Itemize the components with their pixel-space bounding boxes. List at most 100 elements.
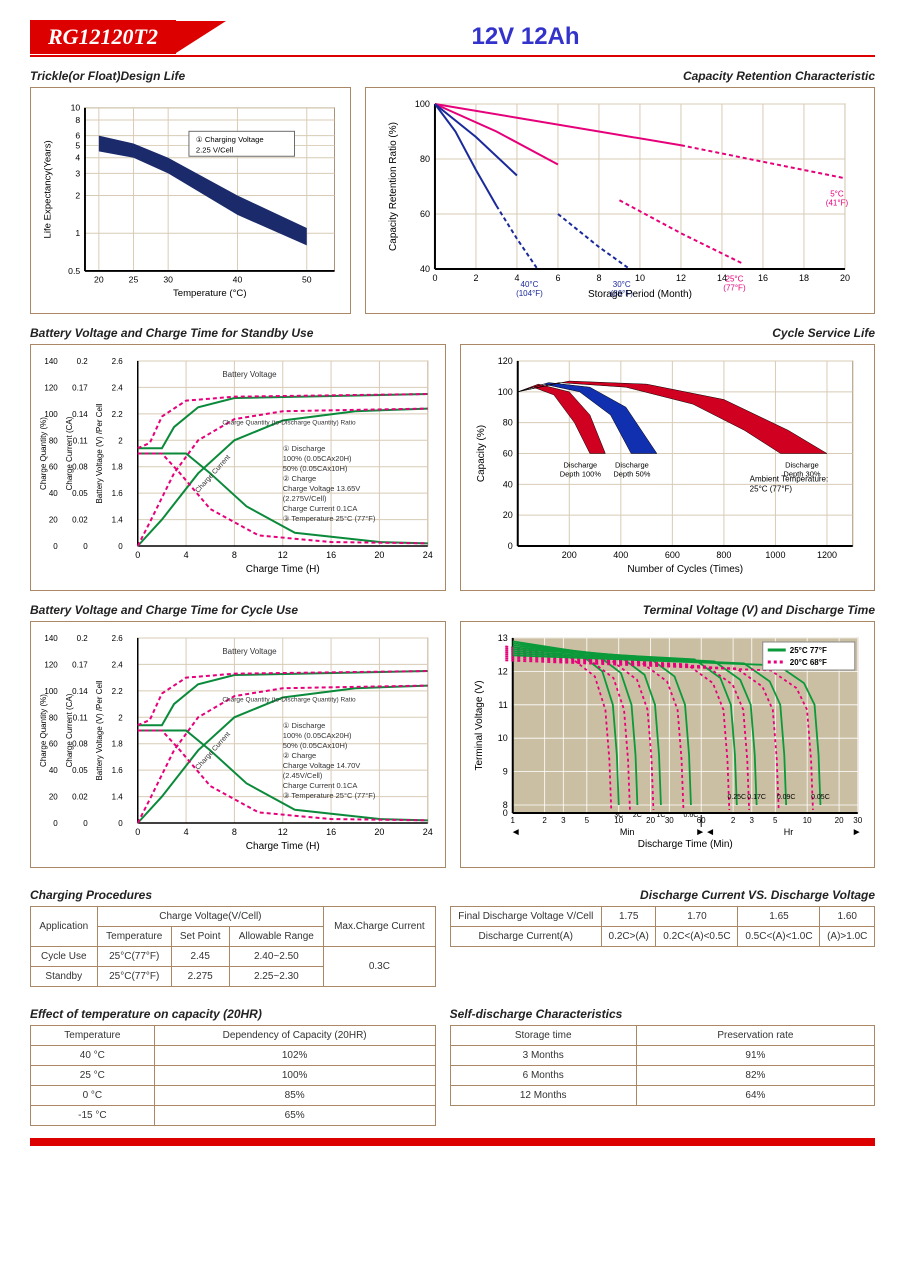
svg-text:4: 4 [75,153,80,163]
svg-text:30: 30 [853,816,862,825]
svg-text:100% (0.05CAx20H): 100% (0.05CAx20H) [283,454,352,463]
svg-text:Discharge: Discharge [563,461,597,470]
svg-text:Discharge: Discharge [615,461,649,470]
svg-text:24: 24 [423,827,433,837]
table-self: Storage timePreservation rate 3 Months91… [450,1025,875,1106]
svg-text:16: 16 [326,550,336,560]
svg-text:① Discharge: ① Discharge [283,721,326,730]
svg-text:8: 8 [75,115,80,125]
svg-text:25: 25 [129,274,139,284]
svg-text:0.14: 0.14 [72,410,88,419]
svg-text:2.6: 2.6 [112,634,124,643]
svg-text:100: 100 [497,387,512,397]
svg-text:1.6: 1.6 [112,489,124,498]
svg-text:Depth 100%: Depth 100% [559,470,601,479]
svg-text:Storage Period (Month): Storage Period (Month) [588,289,692,300]
svg-text:0.11: 0.11 [73,713,89,722]
svg-text:(41°F): (41°F) [826,198,849,207]
svg-text:Discharge Time (Min): Discharge Time (Min) [637,839,732,850]
svg-text:Battery Voltage: Battery Voltage [222,647,277,656]
header: RG12120T2 12V 12Ah [30,20,875,54]
svg-text:2: 2 [118,436,123,445]
svg-text:Charge Quantity (to-Discharge: Charge Quantity (to-Discharge Quantity) … [222,696,356,703]
svg-text:1200: 1200 [816,550,836,560]
svg-text:8: 8 [502,800,507,810]
svg-text:10: 10 [635,273,645,283]
svg-text:2: 2 [730,816,735,825]
svg-text:4: 4 [184,550,189,560]
svg-text:30°C: 30°C [613,280,631,289]
svg-text:0: 0 [53,819,58,828]
svg-text:16: 16 [326,827,336,837]
svg-text:50: 50 [302,274,312,284]
svg-text:20°C 68°F: 20°C 68°F [789,658,826,667]
svg-text:140: 140 [44,357,58,366]
svg-text:Charge Quantity (to-Discharge: Charge Quantity (to-Discharge Quantity) … [222,419,356,426]
svg-text:200: 200 [561,550,576,560]
svg-text:4: 4 [184,827,189,837]
chart-standby-title: Battery Voltage and Charge Time for Stan… [30,326,446,340]
svg-text:1.4: 1.4 [112,516,124,525]
svg-text:4: 4 [515,273,520,283]
table-charging-title: Charging Procedures [30,888,436,902]
svg-text:(2.275V/Cell): (2.275V/Cell) [283,494,327,503]
svg-text:2: 2 [542,816,547,825]
svg-text:0.6C: 0.6C [683,812,698,819]
svg-text:12: 12 [278,550,288,560]
svg-text:5: 5 [773,816,778,825]
svg-text:1.8: 1.8 [112,463,124,472]
svg-text:50% (0.05CAx10H): 50% (0.05CAx10H) [283,464,348,473]
svg-text:10: 10 [802,816,811,825]
svg-text:100% (0.05CAx20H): 100% (0.05CAx20H) [283,731,352,740]
svg-text:2: 2 [118,713,123,722]
svg-text:0.08: 0.08 [72,463,88,472]
chart-cycle: 04812162024000200.021.4400.051.6600.081.… [30,621,446,868]
svg-text:80: 80 [49,436,58,445]
svg-text:8: 8 [232,827,237,837]
svg-text:140: 140 [44,634,58,643]
svg-text:40: 40 [49,766,58,775]
svg-text:0: 0 [507,541,512,551]
svg-text:◄: ◄ [510,827,520,838]
svg-text:80: 80 [502,418,512,428]
svg-text:(104°F): (104°F) [516,289,543,298]
svg-text:Life Expectancy(Years): Life Expectancy(Years) [42,140,53,238]
svg-text:Charge Voltage 13.65V: Charge Voltage 13.65V [283,484,361,493]
svg-text:6: 6 [75,131,80,141]
svg-text:0: 0 [118,819,123,828]
svg-text:25°C 77°F: 25°C 77°F [789,646,826,655]
svg-text:100: 100 [415,99,430,109]
svg-text:2: 2 [474,273,479,283]
svg-text:0.25C: 0.25C [727,794,746,801]
table-self-title: Self-discharge Characteristics [450,1007,875,1021]
svg-text:(77°F): (77°F) [723,284,746,293]
svg-text:② Charge: ② Charge [283,474,316,483]
svg-text:Temperature (°C): Temperature (°C) [173,288,247,299]
svg-text:0.02: 0.02 [72,793,88,802]
table-temp-title: Effect of temperature on capacity (20HR) [30,1007,436,1021]
svg-text:20: 20 [646,816,655,825]
svg-text:0.11: 0.11 [73,436,89,445]
svg-text:(2.45V/Cell): (2.45V/Cell) [283,771,323,780]
svg-text:0: 0 [118,542,123,551]
svg-text:13: 13 [497,633,507,643]
svg-text:40°C: 40°C [521,280,539,289]
svg-text:40: 40 [49,489,58,498]
svg-text:30: 30 [664,816,673,825]
svg-text:0.14: 0.14 [72,687,88,696]
svg-text:6: 6 [556,273,561,283]
svg-text:20: 20 [374,550,384,560]
chart-retention: 024681012141618204060801005°C(41°F)25°C(… [365,87,875,314]
svg-text:400: 400 [613,550,628,560]
svg-text:18: 18 [799,273,809,283]
svg-text:2: 2 [75,190,80,200]
svg-text:0.2: 0.2 [77,634,89,643]
svg-text:25°C: 25°C [726,275,744,284]
svg-text:0.05C: 0.05C [811,794,830,801]
svg-text:20: 20 [49,793,58,802]
svg-text:Hr: Hr [783,827,793,837]
svg-text:Charge Current (CA): Charge Current (CA) [65,693,74,767]
svg-text:120: 120 [44,660,58,669]
svg-text:0.5: 0.5 [68,266,80,276]
svg-text:Min: Min [619,827,634,837]
